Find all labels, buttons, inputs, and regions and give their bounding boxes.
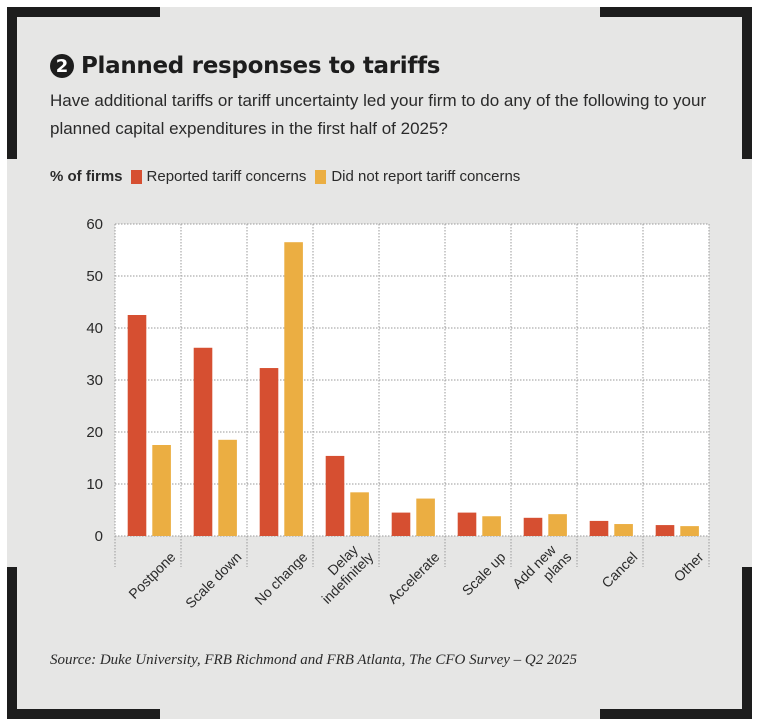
source-note: Source: Duke University, FRB Richmond an…	[50, 652, 577, 668]
chart-header: 2 Planned responses to tariffs	[50, 53, 440, 79]
x-category-label: Cancel	[598, 549, 640, 591]
legend-item-not-reported: Did not report tariff concerns	[315, 168, 520, 185]
frame-corner-top-left-v	[7, 7, 17, 159]
x-category-label-line: No change	[251, 549, 310, 608]
y-tick-label: 30	[86, 372, 103, 389]
bar-reported	[259, 368, 279, 536]
bar-reported	[391, 512, 411, 536]
bar-reported	[655, 525, 675, 536]
bar-not-reported	[350, 492, 369, 536]
bar-not-reported	[416, 498, 435, 536]
x-category-label-line: Accelerate	[384, 549, 442, 607]
y-tick-label: 40	[86, 320, 103, 337]
legend-swatch-not-reported	[315, 169, 327, 184]
y-tick-label: 10	[86, 476, 103, 493]
frame-corner-top-right-v	[742, 7, 752, 159]
bar-reported	[589, 520, 609, 536]
x-category-label: Postpone	[125, 549, 178, 602]
legend-label-reported: Reported tariff concerns	[146, 168, 307, 185]
bar-reported	[193, 347, 213, 536]
frame-corner-top-right-h	[600, 7, 752, 17]
x-category-label-line: Scale up	[459, 549, 509, 599]
bar-not-reported	[548, 514, 567, 536]
frame-corner-bottom-left-v	[7, 567, 17, 719]
bar-not-reported	[152, 445, 171, 536]
bar-not-reported	[614, 524, 633, 536]
bar-reported	[127, 315, 147, 536]
x-category-label-line: Postpone	[125, 549, 178, 602]
x-category-label-line: Cancel	[598, 549, 640, 591]
bar-reported	[325, 455, 345, 536]
y-tick-label: 50	[86, 268, 103, 285]
x-category-label: Accelerate	[384, 549, 442, 607]
legend: % of firms Reported tariff concerns Did …	[50, 168, 529, 185]
chart-subtitle: Have additional tariffs or tariff uncert…	[50, 91, 707, 138]
y-tick-label: 0	[95, 528, 103, 545]
x-category-label: No change	[251, 549, 310, 608]
bar-not-reported	[284, 242, 303, 536]
bar-reported	[457, 512, 477, 536]
chart-number-badge: 2	[50, 54, 74, 78]
bar-not-reported	[482, 516, 501, 536]
legend-label-not-reported: Did not report tariff concerns	[331, 168, 521, 185]
frame-corner-top-left-h	[7, 7, 160, 17]
bar-reported	[523, 517, 543, 536]
legend-unit-label: % of firms	[50, 168, 123, 185]
frame-corner-bottom-right-h	[600, 709, 752, 719]
frame-corner-bottom-right-v	[742, 567, 752, 719]
frame-corner-bottom-left-h	[7, 709, 160, 719]
legend-swatch-reported	[130, 169, 142, 184]
x-category-label: Scale up	[459, 549, 509, 599]
x-category-label: Scale down	[182, 549, 245, 612]
legend-item-reported: Reported tariff concerns	[130, 168, 307, 185]
bar-not-reported	[680, 526, 699, 536]
chart-title: Planned responses to tariffs	[81, 53, 441, 79]
bar-not-reported	[218, 439, 237, 536]
y-tick-label: 20	[86, 424, 103, 441]
y-tick-label: 60	[86, 216, 103, 233]
x-category-label: Other	[670, 548, 706, 584]
x-category-label-line: Scale down	[182, 549, 245, 612]
x-category-label-line: Other	[670, 548, 706, 584]
